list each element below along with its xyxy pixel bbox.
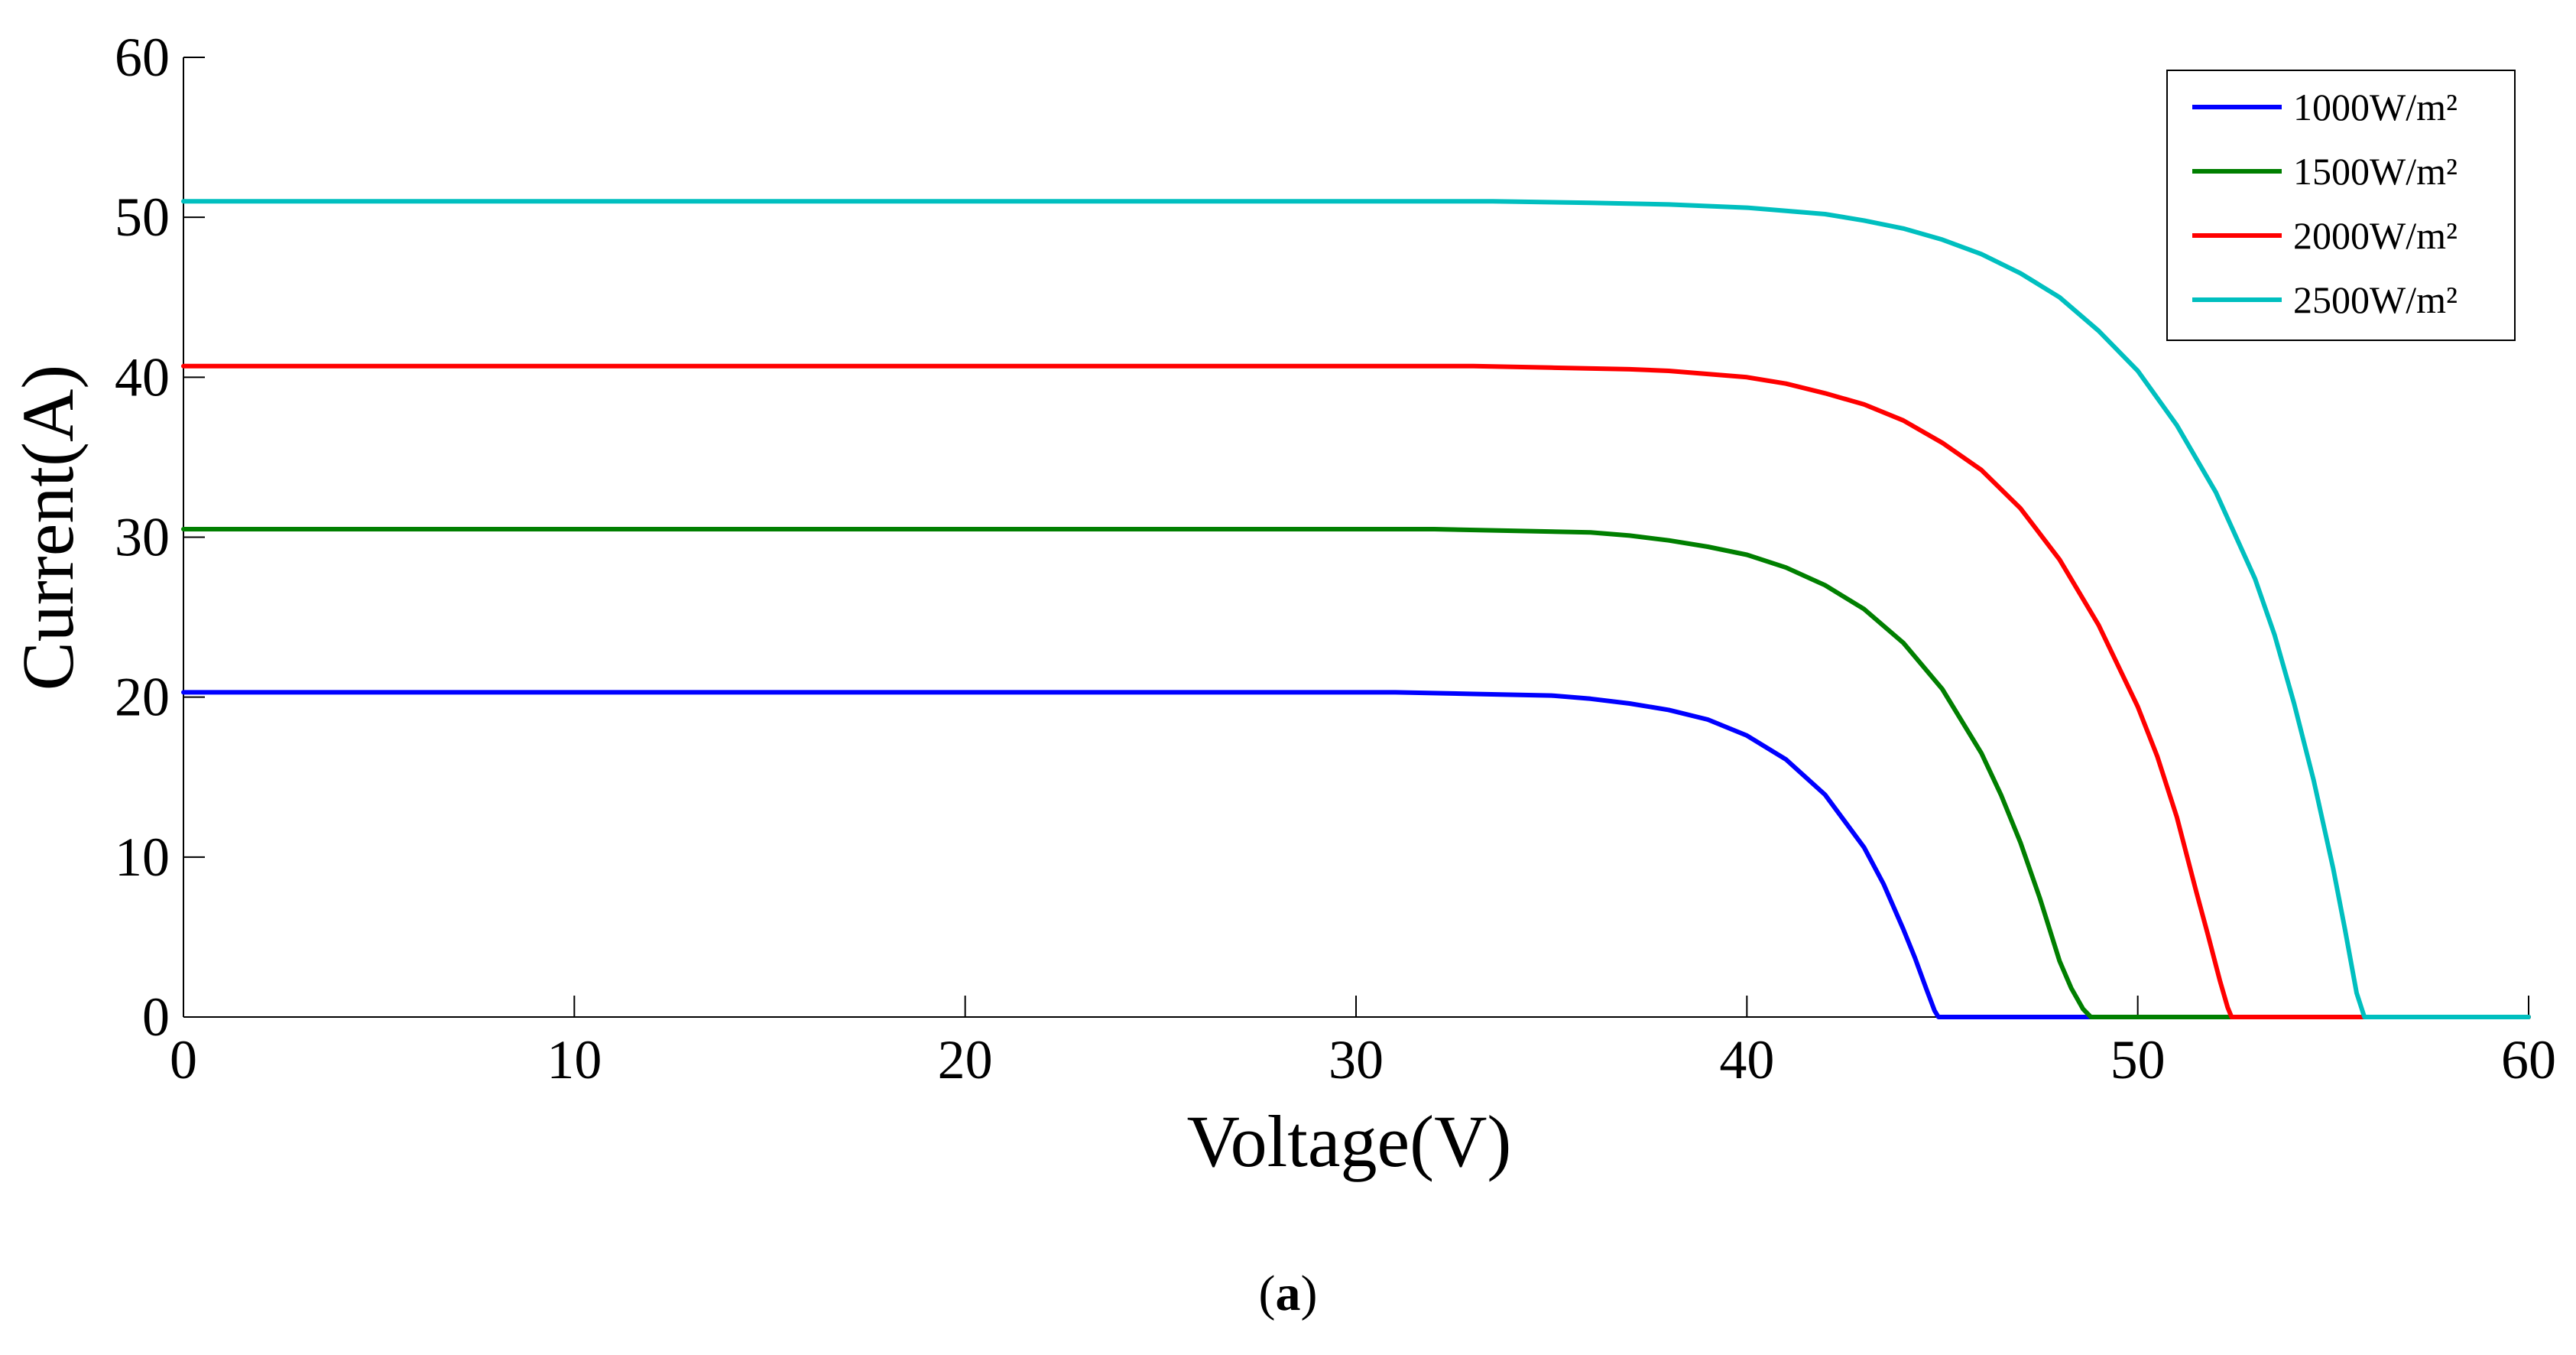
x-tick-label: 60: [2501, 1029, 2556, 1090]
tick-labels: 0 10 20 30 40 50 60 0 10 20 30 40 50 60: [115, 27, 2556, 1090]
y-axis-title: Current(A): [7, 365, 89, 691]
y-tick-label: 20: [115, 667, 170, 728]
legend-box: [2166, 70, 2516, 341]
y-tick-label: 50: [115, 187, 170, 248]
x-tick-label: 10: [547, 1029, 602, 1090]
y-tick-label: 60: [115, 27, 170, 88]
x-tick-label: 50: [2110, 1029, 2166, 1090]
series-line-1: [181, 690, 2531, 1019]
legend-label: 1000W/m²: [2293, 86, 2458, 128]
legend: 1000W/m² 1500W/m² 2000W/m² 2500W/m²: [2166, 70, 2516, 341]
legend-label: 2500W/m²: [2293, 278, 2458, 321]
y-tick-label: 0: [142, 986, 170, 1048]
y-tick-label: 40: [115, 346, 170, 408]
x-tick-label: 30: [1329, 1029, 1384, 1090]
x-tick-label: 0: [170, 1029, 197, 1090]
y-tick-label: 10: [115, 827, 170, 888]
series-lines: [181, 199, 2531, 1019]
x-tick-label: 20: [938, 1029, 993, 1090]
x-axis-title: Voltage(V): [1187, 1100, 1512, 1182]
series-line-2: [181, 527, 2531, 1019]
legend-label: 1500W/m²: [2293, 150, 2458, 193]
x-tick-label: 40: [1719, 1029, 1774, 1090]
series-line-4: [181, 199, 2531, 1019]
legend-label: 2000W/m²: [2293, 214, 2458, 257]
y-tick-label: 30: [115, 507, 170, 568]
series-line-3: [181, 363, 2531, 1019]
figure-caption: (a): [1259, 1266, 1318, 1321]
